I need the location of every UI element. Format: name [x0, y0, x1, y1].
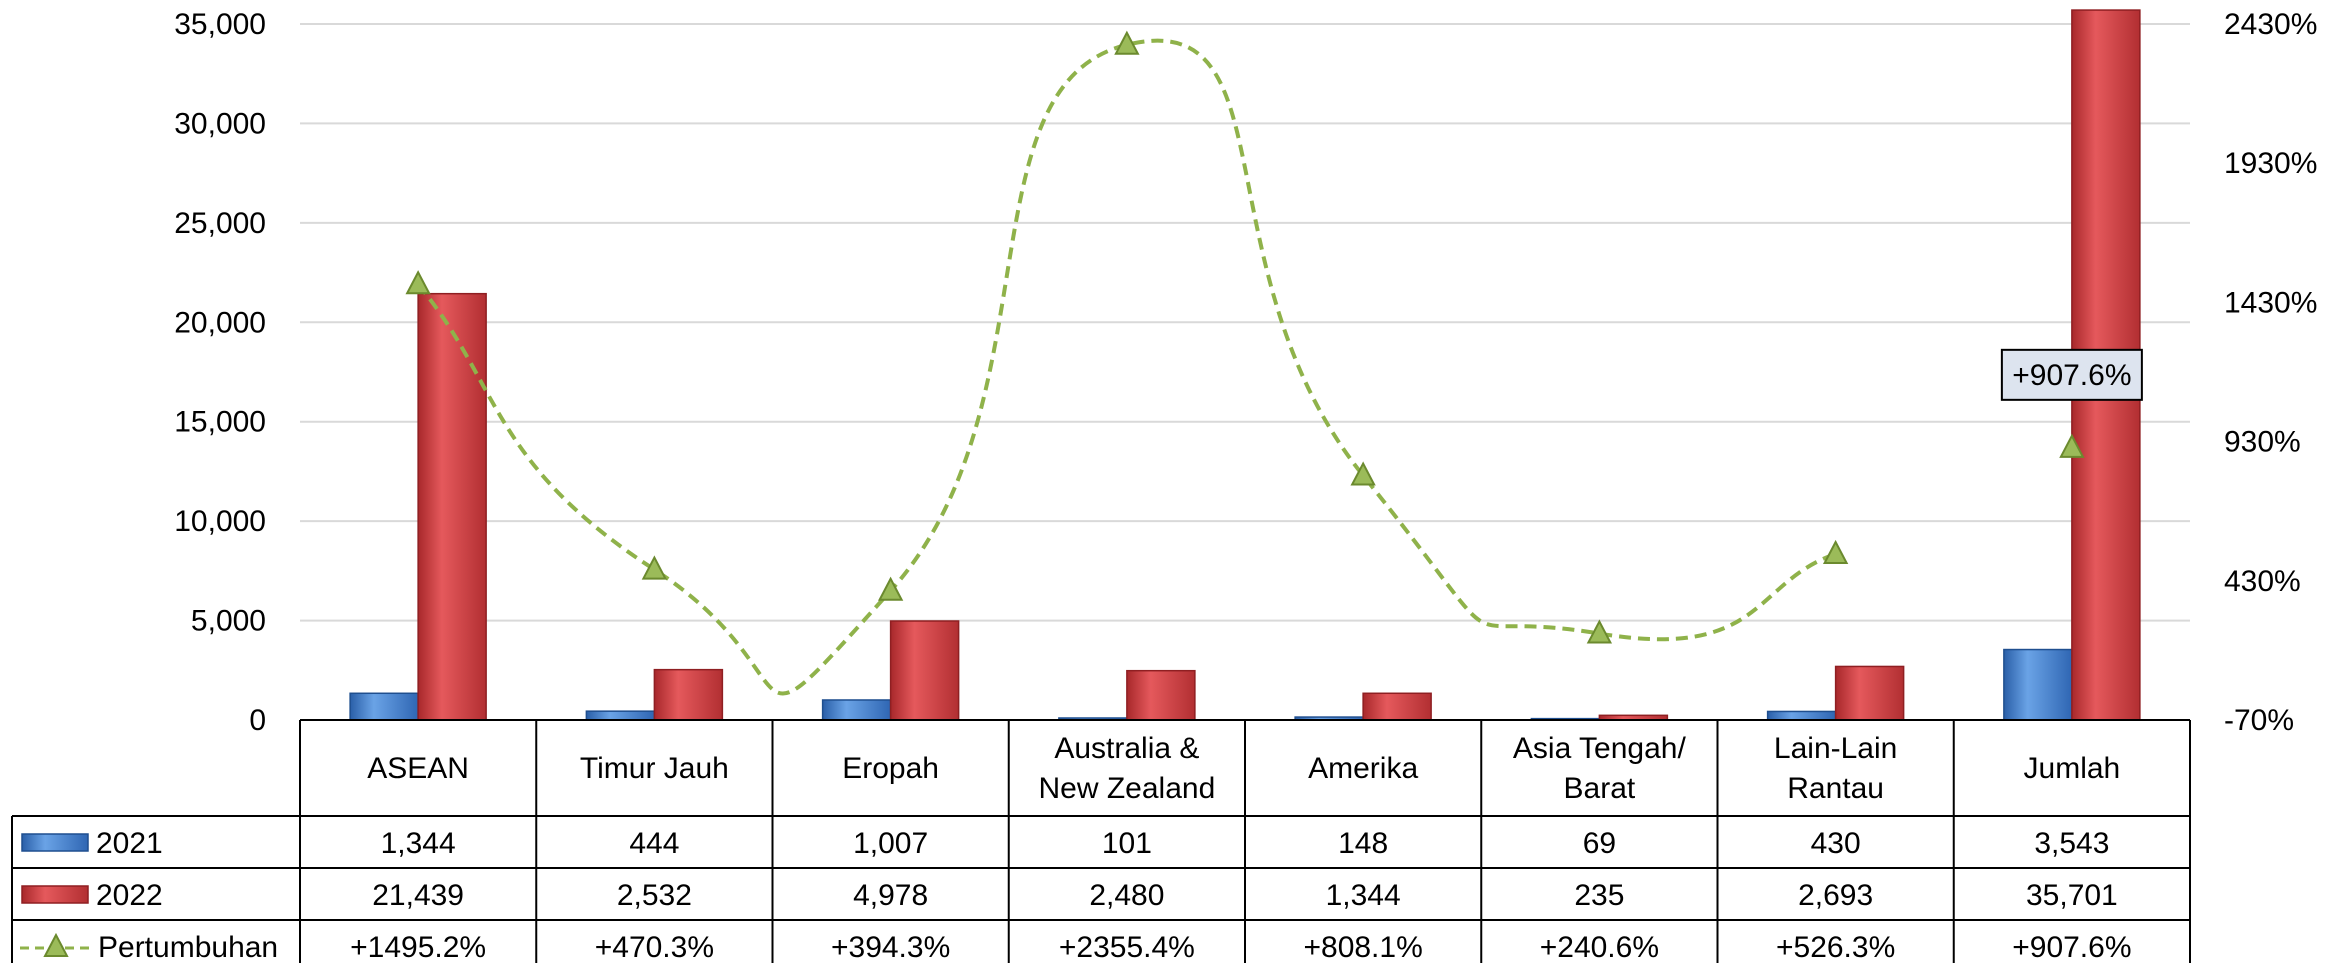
- category-label: Jumlah: [2024, 752, 2121, 785]
- category-label: Barat: [1564, 772, 1636, 805]
- table-cell: +2355.4%: [1059, 931, 1195, 963]
- growth-marker: [1350, 461, 1376, 486]
- table-cell: 21,439: [372, 879, 464, 912]
- table-cell: 235: [1574, 879, 1624, 912]
- table-cell: +470.3%: [595, 931, 714, 963]
- bar-2021: [2003, 648, 2073, 721]
- table-cell: 2,480: [1089, 879, 1164, 912]
- table-cell: 148: [1338, 827, 1388, 860]
- category-label: Lain-Lain: [1774, 732, 1897, 765]
- y-left-tick-label: 25,000: [174, 207, 266, 240]
- category-label: New Zealand: [1038, 772, 1215, 805]
- bar-2022: [889, 620, 960, 721]
- table-cell: 2,693: [1798, 879, 1873, 912]
- growth-callout-box: [2000, 348, 2143, 401]
- gridlines: [300, 23, 2190, 622]
- table-cell: 1,007: [853, 827, 928, 860]
- bar-2021: [821, 699, 892, 721]
- category-label: Australia &: [1054, 732, 1199, 765]
- table-cell: 3,543: [2034, 827, 2109, 860]
- table-cell: 35,701: [2026, 879, 2118, 912]
- legend-label: 2022: [96, 879, 163, 912]
- table-cell: 69: [1583, 827, 1616, 860]
- growth-marker: [405, 270, 431, 295]
- bar-2022: [417, 292, 487, 721]
- table-cell: +808.1%: [1303, 931, 1422, 963]
- bar-2022: [1126, 669, 1196, 721]
- category-label: ASEAN: [367, 752, 469, 785]
- growth-marker: [1586, 619, 1613, 644]
- data-table: ASEAN Timur Jauh Eropah Australia & New Zeal…: [11, 719, 2191, 963]
- table-cell: 1,344: [381, 827, 456, 860]
- y-right-tick-label: 1930%: [2224, 147, 2317, 180]
- axes: 0 5,000 10,000 15,000 20,000 25,000 30,000 35,0…: [174, 8, 2317, 737]
- bars: [349, 9, 2141, 721]
- y-right-tick-label: 930%: [2224, 426, 2301, 459]
- growth-line-path: [416, 38, 1837, 696]
- y-left-tick-label: 20,000: [174, 306, 266, 339]
- y-right-tick-label: 2430%: [2224, 8, 2317, 41]
- table-cell: 1,344: [1326, 879, 1401, 912]
- bar-2021: [349, 692, 419, 721]
- legend-swatch-2022: [21, 885, 89, 904]
- growth-callout-label: +907.6%: [2012, 359, 2131, 392]
- y-left-tick-label: 35,000: [174, 8, 266, 41]
- table-cell: +907.6%: [2012, 931, 2131, 963]
- growth-marker: [641, 555, 668, 580]
- category-label: Eropah: [842, 752, 939, 785]
- table-cell: +526.3%: [1776, 931, 1895, 963]
- bar-2022: [1362, 692, 1432, 721]
- y-left-tick-label: 15,000: [174, 406, 266, 439]
- category-label: Timur Jauh: [580, 752, 729, 785]
- legend-swatch-2021: [21, 833, 89, 852]
- growth-marker: [2059, 433, 2085, 458]
- bar-2022: [653, 668, 724, 721]
- table-cell: 4,978: [853, 879, 928, 912]
- growth-line: [405, 30, 2085, 696]
- table-cell: 444: [629, 827, 679, 860]
- category-label: Amerika: [1308, 752, 1418, 785]
- y-right-tick-label: 1430%: [2224, 286, 2317, 319]
- table-cell: +1495.2%: [350, 931, 486, 963]
- y-right-tick-label: -70%: [2224, 704, 2294, 737]
- y-left-tick-label: 30,000: [174, 107, 266, 140]
- table-cell: +240.6%: [1540, 931, 1659, 963]
- table-cell: +394.3%: [831, 931, 950, 963]
- growth-marker: [1822, 539, 1849, 564]
- legend-label: 2021: [96, 827, 163, 860]
- table-cell: 2,532: [617, 879, 692, 912]
- y-left-tick-label: 10,000: [174, 505, 266, 538]
- callout: +907.6%: [2000, 348, 2143, 401]
- legend-label: Pertumbuhan: [98, 931, 278, 963]
- y-left-tick-label: 0: [249, 704, 266, 737]
- bar-2022: [1834, 665, 1905, 721]
- y-right-tick-label: 430%: [2224, 565, 2301, 598]
- legend-marker: [43, 932, 69, 957]
- category-label: Asia Tengah/: [1513, 732, 1687, 765]
- table-cell: 101: [1102, 827, 1152, 860]
- growth-marker: [1114, 30, 1140, 55]
- growth-marker: [877, 576, 904, 601]
- table-cell: 430: [1811, 827, 1861, 860]
- bar-2021: [585, 710, 656, 721]
- category-label: Rantau: [1787, 772, 1884, 805]
- bar-2021: [1766, 710, 1837, 721]
- y-left-tick-label: 5,000: [191, 605, 266, 638]
